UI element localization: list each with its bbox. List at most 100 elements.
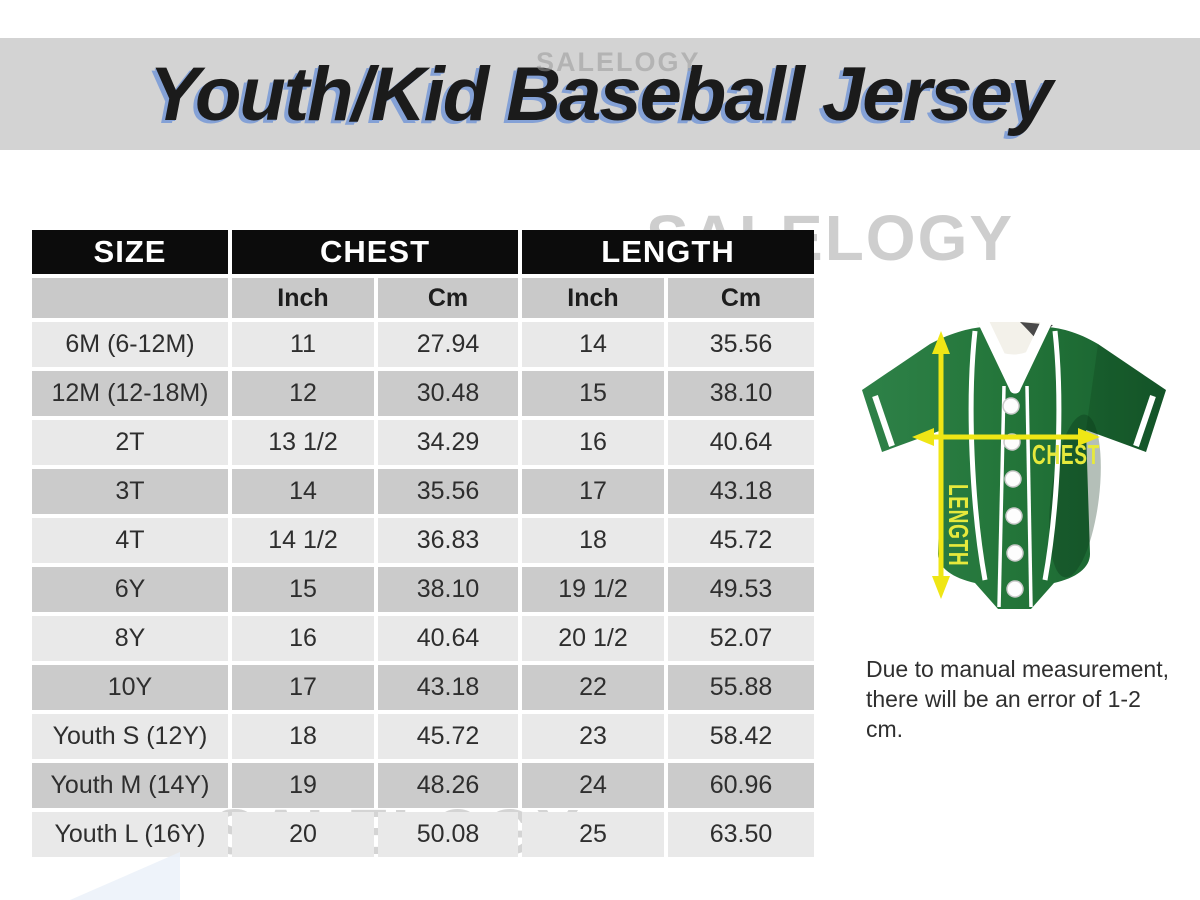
note-line-1: Due to manual measurement, (866, 656, 1169, 682)
jersey-cuff-left (872, 395, 895, 447)
unit-header-chest-inch: Inch (232, 278, 374, 318)
size-cell: Youth S (12Y) (32, 714, 228, 759)
size-table: SIZE CHEST LENGTH Inch Cm Inch Cm 6M (6-… (28, 226, 818, 861)
value-cell: 25 (522, 812, 664, 857)
value-cell: 63.50 (668, 812, 814, 857)
value-cell: 18 (232, 714, 374, 759)
value-cell: 20 1/2 (522, 616, 664, 661)
value-cell: 36.83 (378, 518, 518, 563)
value-cell: 30.48 (378, 371, 518, 416)
table-row: 12M (12-18M) 12 30.48 15 38.10 (32, 371, 814, 416)
jersey-collar-right (1009, 317, 1052, 394)
size-cell: 3T (32, 469, 228, 514)
value-cell: 24 (522, 763, 664, 808)
table-row: 10Y 17 43.18 22 55.88 (32, 665, 814, 710)
chest-arrow (912, 428, 1100, 446)
value-cell: 15 (232, 567, 374, 612)
value-cell: 18 (522, 518, 664, 563)
value-cell: 48.26 (378, 763, 518, 808)
value-cell: 17 (522, 469, 664, 514)
jersey-body-shadow (1049, 414, 1101, 578)
value-cell: 12 (232, 371, 374, 416)
jersey-piping-right (1042, 330, 1062, 581)
value-cell: 49.53 (668, 567, 814, 612)
jersey-cuff-right (1133, 395, 1156, 447)
chest-arrow-label: CHEST (1032, 439, 1100, 471)
jersey-placket-left-edge (997, 385, 1006, 608)
length-arrow-label: LENGTH (942, 484, 974, 566)
value-cell: 15 (522, 371, 664, 416)
value-cell: 14 (232, 469, 374, 514)
title-banner: Youth/Kid Baseball Jersey (0, 38, 1200, 150)
value-cell: 34.29 (378, 420, 518, 465)
value-cell: 27.94 (378, 322, 518, 367)
column-header-size: SIZE (32, 230, 228, 274)
table-row: Youth L (16Y) 20 50.08 25 63.50 (32, 812, 814, 857)
jersey-diagram: CHEST LENGTH (833, 317, 1195, 628)
value-cell: 22 (522, 665, 664, 710)
column-header-chest: CHEST (232, 230, 518, 274)
value-cell: 43.18 (668, 469, 814, 514)
value-cell: 60.96 (668, 763, 814, 808)
value-cell: 45.72 (668, 518, 814, 563)
size-cell: 2T (32, 420, 228, 465)
jersey-piping-left (968, 330, 988, 581)
table-row: 2T 13 1/2 34.29 16 40.64 (32, 420, 814, 465)
value-cell: 11 (232, 322, 374, 367)
length-arrow (932, 331, 950, 599)
value-cell: 16 (522, 420, 664, 465)
value-cell: 55.88 (668, 665, 814, 710)
value-cell: 14 1/2 (232, 518, 374, 563)
table-row: 3T 14 35.56 17 43.18 (32, 469, 814, 514)
size-cell: 12M (12-18M) (32, 371, 228, 416)
value-cell: 35.56 (668, 322, 814, 367)
table-row: 6Y 15 38.10 19 1/2 49.53 (32, 567, 814, 612)
size-table-head: SIZE CHEST LENGTH Inch Cm Inch Cm (32, 230, 814, 318)
page-title: Youth/Kid Baseball Jersey (149, 51, 1053, 137)
value-cell: 58.42 (668, 714, 814, 759)
size-cell: 4T (32, 518, 228, 563)
note-line-2: there will be an error of 1-2 cm. (866, 686, 1141, 742)
value-cell: 35.56 (378, 469, 518, 514)
value-cell: 38.10 (378, 567, 518, 612)
unit-header-empty (32, 278, 228, 318)
value-cell: 45.72 (378, 714, 518, 759)
value-cell: 38.10 (668, 371, 814, 416)
table-row: 4T 14 1/2 36.83 18 45.72 (32, 518, 814, 563)
jersey-buttons (1002, 397, 1024, 598)
value-cell: 19 (232, 763, 374, 808)
jersey-illustration: CHEST LENGTH (862, 317, 1166, 609)
size-cell: Youth M (14Y) (32, 763, 228, 808)
value-cell: 20 (232, 812, 374, 857)
group-header-row: SIZE CHEST LENGTH (32, 230, 814, 274)
value-cell: 50.08 (378, 812, 518, 857)
value-cell: 23 (522, 714, 664, 759)
table-row: 8Y 16 40.64 20 1/2 52.07 (32, 616, 814, 661)
value-cell: 16 (232, 616, 374, 661)
size-cell: 6M (6-12M) (32, 322, 228, 367)
value-cell: 40.64 (378, 616, 518, 661)
size-table-body: 6M (6-12M) 11 27.94 14 35.56 12M (12-18M) 12 30… (32, 322, 814, 857)
measurement-note: Due to manual measurement, there will be… (866, 654, 1176, 744)
unit-header-row: Inch Cm Inch Cm (32, 278, 814, 318)
value-cell: 13 1/2 (232, 420, 374, 465)
value-cell: 17 (232, 665, 374, 710)
table-row: Youth M (14Y) 19 48.26 24 60.96 (32, 763, 814, 808)
table-row: Youth S (12Y) 18 45.72 23 58.42 (32, 714, 814, 759)
jersey-body (862, 327, 1166, 609)
value-cell: 43.18 (378, 665, 518, 710)
column-header-length: LENGTH (522, 230, 814, 274)
size-cell: 10Y (32, 665, 228, 710)
size-cell: 8Y (32, 616, 228, 661)
jersey-collar-left (978, 317, 1021, 394)
unit-header-length-cm: Cm (668, 278, 814, 318)
table-row: 6M (6-12M) 11 27.94 14 35.56 (32, 322, 814, 367)
value-cell: 40.64 (668, 420, 814, 465)
value-cell: 19 1/2 (522, 567, 664, 612)
size-cell: 6Y (32, 567, 228, 612)
unit-header-length-inch: Inch (522, 278, 664, 318)
value-cell: 14 (522, 322, 664, 367)
size-cell: Youth L (16Y) (32, 812, 228, 857)
unit-header-chest-cm: Cm (378, 278, 518, 318)
